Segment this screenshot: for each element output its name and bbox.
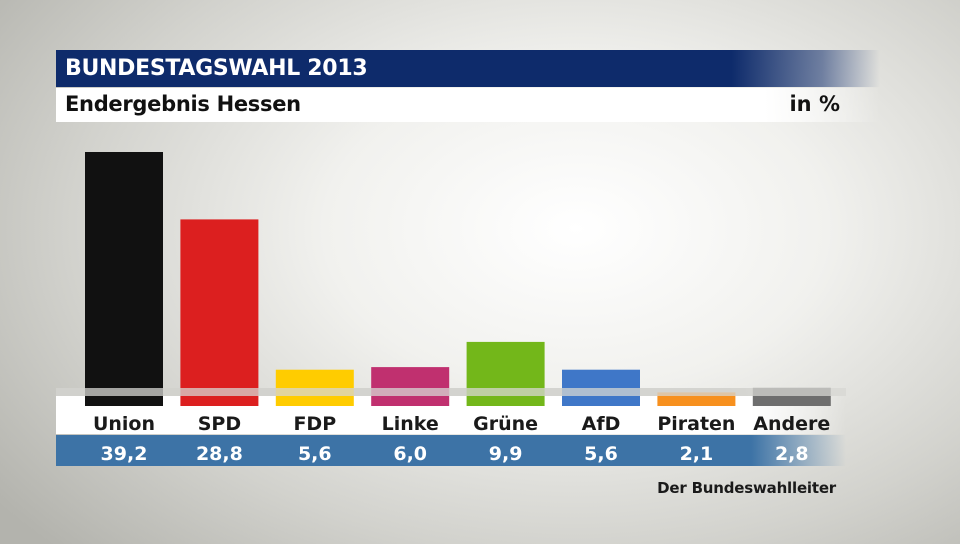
category-label: AfD: [582, 413, 621, 435]
bar-linke: [371, 367, 450, 406]
category-label: FDP: [293, 413, 336, 435]
bar-afd: [562, 369, 640, 406]
chart-subtitle: Endergebnis Hessen: [65, 92, 301, 116]
title-bar: BUNDESTAGSWAHL 2013: [56, 50, 880, 87]
category-label: Grüne: [473, 413, 538, 435]
category-label: SPD: [198, 413, 241, 435]
category-label: Andere: [753, 413, 830, 435]
bar-grüne: [466, 341, 545, 406]
category-label: Linke: [382, 413, 439, 435]
category-label: Piraten: [657, 413, 735, 435]
value-label: 5,6: [584, 443, 618, 465]
value-label: 9,9: [489, 443, 523, 465]
bar-fdp: [275, 369, 354, 406]
value-label-band: [56, 435, 846, 466]
value-label: 6,0: [393, 443, 427, 465]
unit-label: in %: [789, 92, 840, 116]
value-label: 39,2: [101, 443, 148, 465]
source-credit: Der Bundeswahlleiter: [657, 479, 836, 497]
bar-union: [85, 152, 163, 406]
value-label: 2,8: [775, 443, 809, 465]
subtitle-bar: Endergebnis Hessen in %: [56, 88, 880, 122]
baseline-overlay: [56, 388, 846, 396]
bar-spd: [180, 219, 259, 406]
chart-title: BUNDESTAGSWAHL 2013: [65, 56, 368, 81]
value-label: 28,8: [196, 443, 243, 465]
value-label: 5,6: [298, 443, 332, 465]
category-label: Union: [93, 413, 155, 435]
value-label: 2,1: [680, 443, 714, 465]
